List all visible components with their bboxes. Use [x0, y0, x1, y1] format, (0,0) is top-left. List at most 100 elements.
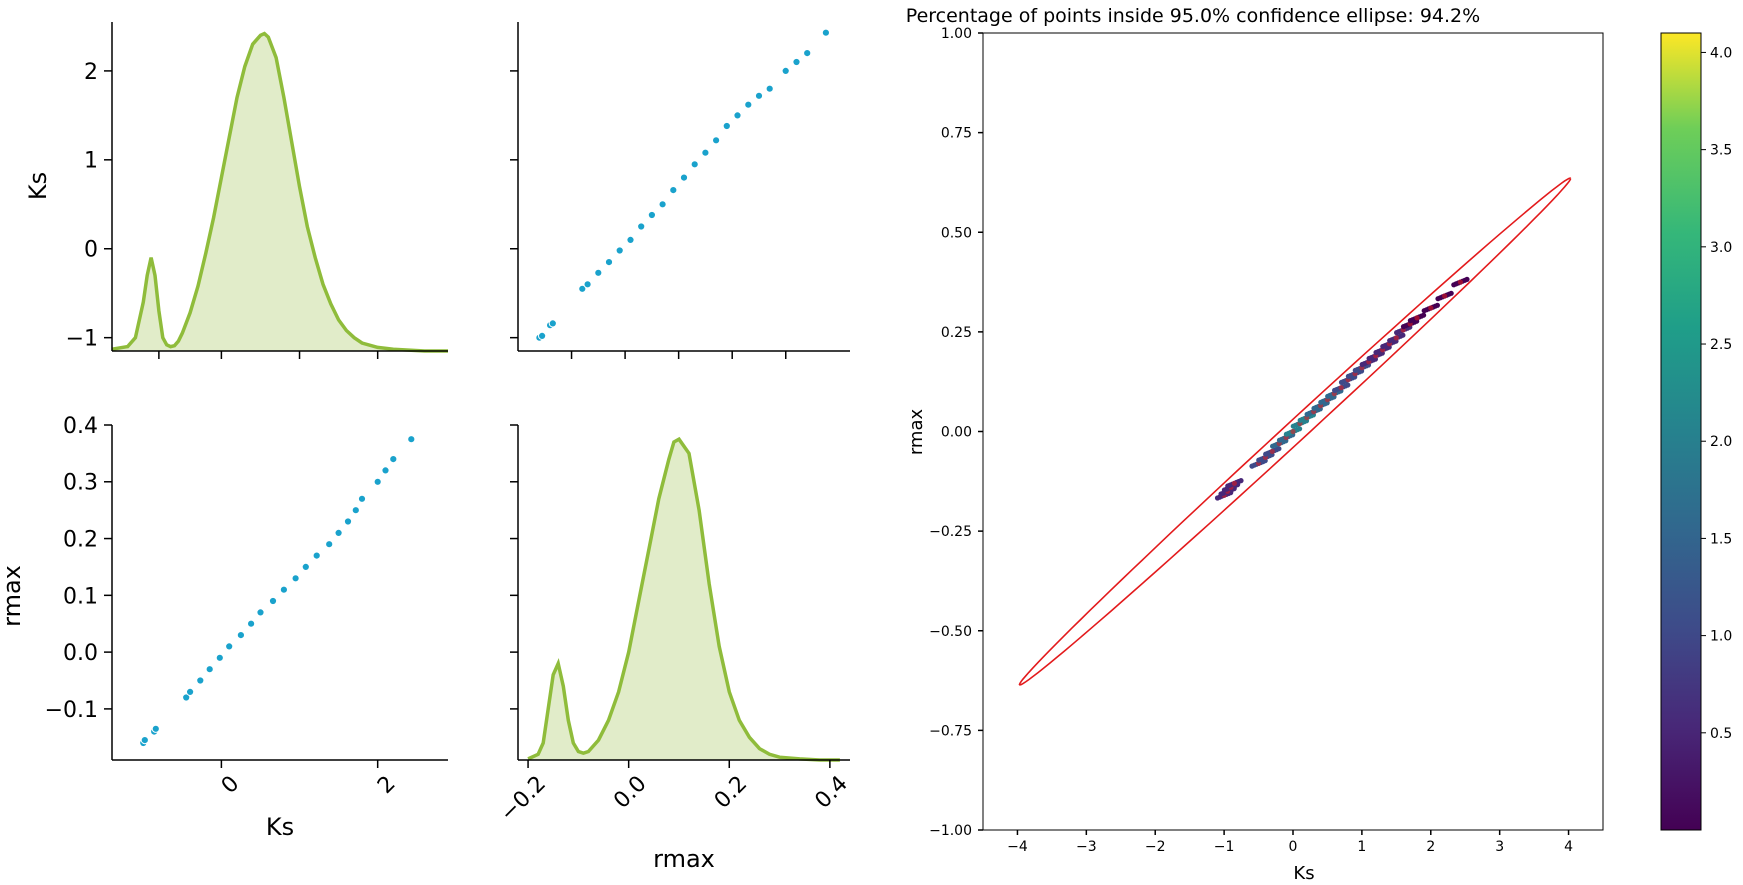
data-point: [538, 331, 547, 340]
y-tick-label: −1: [66, 327, 98, 352]
data-point: [381, 466, 390, 475]
x-axis-label: rmax: [653, 845, 715, 873]
x-ticks: [158, 351, 379, 359]
data-point-highlight: [1428, 305, 1434, 311]
y-tick-label: −0.50: [929, 624, 972, 640]
panel-scatter-top: [510, 22, 850, 359]
x-tick-label: −3: [1076, 839, 1097, 855]
data-point: [1434, 302, 1440, 308]
y-tick-label: 0.0: [63, 641, 98, 666]
y-tick-label: 0.00: [941, 425, 972, 441]
data-point: [236, 631, 245, 640]
data-point: [765, 84, 774, 93]
data-point: [744, 100, 753, 109]
data-point: [196, 676, 205, 685]
data-point: [247, 619, 256, 628]
data-point: [325, 540, 334, 549]
y-tick-label: −0.75: [929, 723, 972, 739]
data-point: [578, 284, 587, 293]
data-point: [312, 551, 321, 560]
y-tick-label: 0.3: [63, 471, 98, 496]
y-ticks: −1 0 1 2: [66, 60, 112, 352]
data-point: [334, 528, 343, 538]
x-tick-label: 0: [1289, 839, 1298, 855]
data-point: [548, 319, 557, 328]
data-point-highlight: [1338, 385, 1344, 391]
data-point-highlight: [1290, 428, 1296, 435]
data-point-highlight: [1393, 335, 1399, 341]
x-ticks: [570, 351, 787, 359]
data-point: [1448, 290, 1454, 296]
x-tick-label: 0.0: [609, 771, 651, 813]
data-point: [357, 494, 367, 503]
colorbar-tick-label: 1.0: [1710, 629, 1732, 645]
x-tick-label: −0.2: [496, 771, 551, 826]
data-point: [279, 585, 288, 594]
colorbar: 0.5 1.0 1.5 2.0 2.5 3.0 3.5 4.0: [1660, 32, 1732, 831]
data-point: [658, 200, 667, 209]
y-tick-label: 0.2: [63, 527, 98, 552]
kde-rmax-line: [527, 436, 840, 762]
data-point: [615, 246, 624, 255]
y-tick-label: −0.1: [45, 698, 98, 723]
panel-kde-rmax: −0.2 0.0 0.2 0.4 rmax: [496, 424, 853, 873]
data-point: [205, 665, 214, 674]
data-point: [690, 160, 699, 169]
x-ticks: −4 −3 −2 −1 0 1 2 3 4: [1007, 830, 1573, 855]
y-tick-label: −0.25: [929, 524, 972, 540]
data-point: [594, 268, 603, 277]
kde-ks-line: [111, 31, 448, 353]
data-point: [225, 642, 234, 651]
y-tick-label: 2: [84, 60, 98, 85]
data-point: [701, 148, 710, 157]
colorbar-tick-label: 0.5: [1710, 726, 1732, 742]
data-point: [733, 111, 742, 120]
y-tick-label: −1.00: [929, 823, 972, 839]
data-point: [1297, 426, 1303, 432]
data-point-highlight: [1269, 448, 1275, 454]
data-point: [679, 173, 689, 182]
x-tick-label: 4: [1564, 839, 1573, 855]
y-tick-label: 0.4: [63, 414, 98, 439]
x-ticks: −0.2 0.0 0.2 0.4: [496, 760, 853, 827]
y-ticks: −1.00 −0.75 −0.50 −0.25 0.00 0.25 0.50 0.75 1.00: [929, 26, 983, 839]
y-tick-label: 1: [84, 149, 98, 174]
x-tick-label: −1: [1214, 839, 1235, 855]
data-point: [373, 477, 382, 486]
x-axis-label: Ks: [266, 813, 294, 841]
data-point: [291, 574, 300, 583]
panel-kde-ks: −1 0 1 2 Ks: [24, 22, 448, 359]
data-point: [151, 724, 160, 733]
x-tick-label: 1: [1357, 839, 1366, 855]
colorbar-gradient: [1660, 32, 1702, 831]
x-tick-label: 0.2: [710, 771, 752, 813]
x-tick-label: 0.4: [810, 771, 852, 813]
scatter-points: [139, 435, 416, 748]
colorbar-ticks: 0.5 1.0 1.5 2.0 2.5 3.0 3.5 4.0: [1701, 45, 1732, 742]
data-point: [722, 121, 731, 131]
data-point: [604, 258, 614, 267]
data-point: [712, 136, 721, 145]
y-axis-label: rmax: [0, 565, 26, 627]
y-ticks: −0.1 0.0 0.1 0.2 0.3 0.4: [45, 414, 112, 723]
data-point: [1400, 332, 1406, 338]
data-point: [1464, 276, 1470, 282]
data-point: [256, 608, 265, 617]
x-tick-label: −2: [1145, 839, 1166, 855]
y-tick-label: 0.75: [941, 126, 972, 142]
x-tick-label: 2: [1426, 839, 1435, 855]
panel-confidence-ellipse: Percentage of points inside 95.0% confid…: [906, 5, 1604, 884]
data-point: [626, 235, 635, 244]
data-point-highlight: [1231, 480, 1237, 486]
x-tick-label: 0: [217, 771, 245, 799]
data-point: [182, 693, 191, 702]
data-point: [301, 562, 310, 572]
confidence-ellipse-outline: [1018, 177, 1572, 686]
colorbar-tick-label: 1.5: [1710, 531, 1732, 547]
scatter-points: [1214, 276, 1470, 501]
colorbar-tick-label: 3.0: [1710, 240, 1732, 256]
kde-ks-area: [112, 33, 448, 351]
y-tick-label: 0.50: [941, 225, 972, 241]
data-point: [1421, 312, 1427, 318]
